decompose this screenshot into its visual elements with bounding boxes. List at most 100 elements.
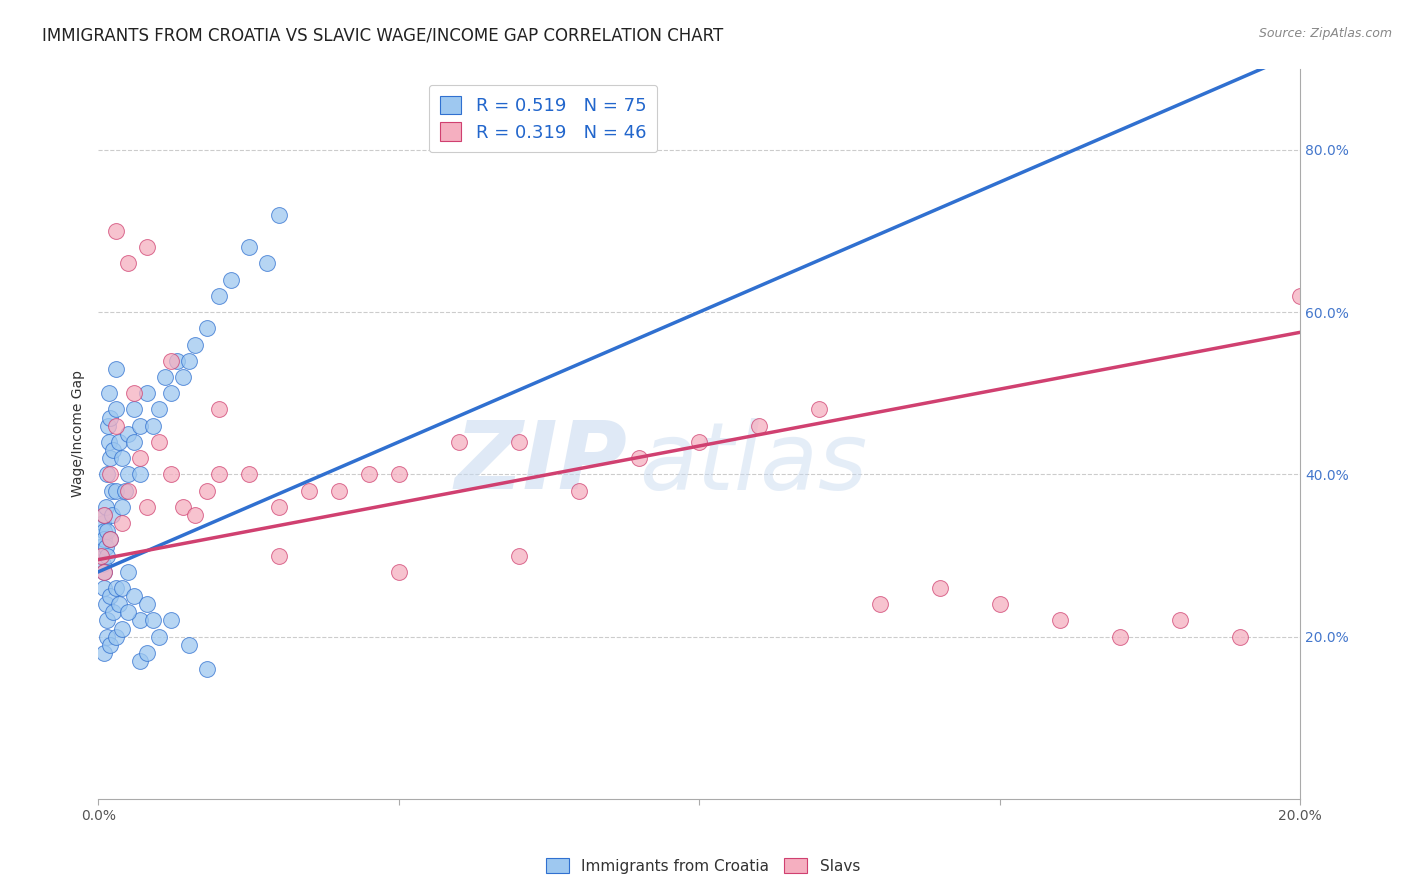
Point <box>93 524 115 539</box>
Point <box>117 565 139 579</box>
Point <box>328 483 350 498</box>
Point <box>124 386 146 401</box>
Point <box>195 483 218 498</box>
Point <box>135 597 157 611</box>
Point <box>135 240 157 254</box>
Point <box>748 418 770 433</box>
Text: atlas: atlas <box>640 417 868 508</box>
Point <box>159 386 181 401</box>
Point <box>135 646 157 660</box>
Point <box>207 289 229 303</box>
Point <box>103 606 125 620</box>
Point <box>207 467 229 482</box>
Point <box>91 557 114 571</box>
Point <box>148 630 170 644</box>
Point <box>111 516 134 530</box>
Point <box>105 224 128 238</box>
Point <box>195 321 218 335</box>
Point <box>256 256 278 270</box>
Point <box>93 581 115 595</box>
Point <box>148 434 170 449</box>
Point <box>928 581 950 595</box>
Point <box>96 549 118 563</box>
Point <box>117 483 139 498</box>
Point <box>117 606 139 620</box>
Point <box>124 402 146 417</box>
Point <box>105 630 128 644</box>
Point <box>100 533 122 547</box>
Y-axis label: Wage/Income Gap: Wage/Income Gap <box>72 370 86 498</box>
Point <box>177 353 200 368</box>
Point <box>357 467 380 482</box>
Point <box>141 418 163 433</box>
Point <box>159 467 181 482</box>
Point <box>100 467 122 482</box>
Point <box>508 549 530 563</box>
Point <box>166 353 188 368</box>
Point <box>148 402 170 417</box>
Point <box>111 451 134 466</box>
Point <box>100 638 122 652</box>
Point <box>117 256 139 270</box>
Point <box>117 467 139 482</box>
Point <box>628 451 651 466</box>
Point <box>105 402 128 417</box>
Point <box>177 638 200 652</box>
Point <box>447 434 470 449</box>
Point <box>90 549 112 563</box>
Point <box>96 541 118 555</box>
Point <box>103 443 125 458</box>
Point <box>267 208 290 222</box>
Point <box>93 565 115 579</box>
Point <box>688 434 710 449</box>
Point <box>388 565 411 579</box>
Point <box>988 597 1011 611</box>
Point <box>869 597 891 611</box>
Point <box>93 533 115 547</box>
Point <box>195 662 218 676</box>
Point <box>94 500 117 514</box>
Point <box>568 483 591 498</box>
Point <box>105 581 128 595</box>
Point <box>129 451 152 466</box>
Legend: R = 0.519   N = 75, R = 0.319   N = 46: R = 0.519 N = 75, R = 0.319 N = 46 <box>429 85 657 153</box>
Point <box>124 589 146 603</box>
Point <box>100 410 122 425</box>
Point <box>96 614 118 628</box>
Point <box>153 370 176 384</box>
Point <box>93 508 115 522</box>
Point <box>298 483 321 498</box>
Point <box>100 451 122 466</box>
Point <box>207 402 229 417</box>
Point <box>89 541 111 555</box>
Point <box>108 597 131 611</box>
Point <box>388 467 411 482</box>
Point <box>114 483 136 498</box>
Point <box>183 337 205 351</box>
Point <box>238 467 260 482</box>
Point <box>101 483 124 498</box>
Point <box>1168 614 1191 628</box>
Point <box>129 654 152 668</box>
Point <box>108 434 131 449</box>
Point <box>111 500 134 514</box>
Point <box>124 434 146 449</box>
Point <box>159 614 181 628</box>
Point <box>172 500 194 514</box>
Point <box>105 483 128 498</box>
Point <box>129 418 152 433</box>
Point <box>105 362 128 376</box>
Point <box>97 418 120 433</box>
Point <box>1229 630 1251 644</box>
Point <box>105 418 128 433</box>
Point <box>129 467 152 482</box>
Text: IMMIGRANTS FROM CROATIA VS SLAVIC WAGE/INCOME GAP CORRELATION CHART: IMMIGRANTS FROM CROATIA VS SLAVIC WAGE/I… <box>42 27 724 45</box>
Point <box>111 581 134 595</box>
Point <box>91 516 114 530</box>
Text: ZIP: ZIP <box>454 417 627 509</box>
Point <box>117 426 139 441</box>
Point <box>97 386 120 401</box>
Point <box>129 614 152 628</box>
Point <box>159 353 181 368</box>
Point <box>1289 289 1312 303</box>
